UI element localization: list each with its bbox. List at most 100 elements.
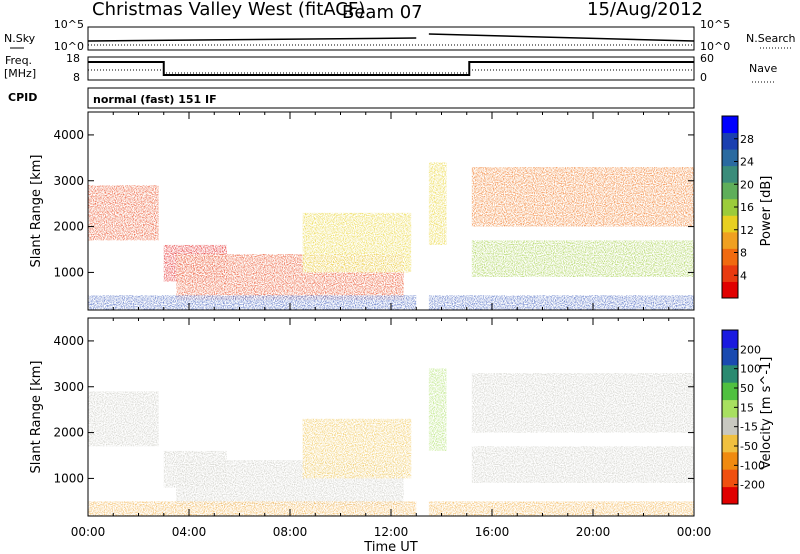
velocity-ylabel: Slant Range [km] — [29, 361, 44, 474]
velocity-colorbar-swatch — [722, 399, 738, 418]
freq-left-tick-bottom: 8 — [73, 71, 80, 84]
xtick-label: 12:00 — [374, 525, 409, 539]
power-colorbar-swatch — [722, 165, 738, 183]
velocity-colorbar-swatch — [722, 469, 738, 488]
nsky-label: N.Sky — [4, 32, 36, 45]
nsearch-label: N.Search — [746, 32, 796, 45]
power-colorbar-tick-label: 8 — [740, 247, 747, 260]
velocity-heatmap — [88, 318, 694, 516]
vel-ytick-label: 3000 — [53, 380, 84, 394]
velocity-colorbar-swatch — [722, 417, 738, 435]
power-colorbar-swatch — [722, 264, 738, 282]
noise-panel-frame — [87, 26, 695, 51]
vel-ytick-label: 1000 — [53, 471, 84, 485]
xtick-label: 00:00 — [677, 525, 712, 539]
velocity-colorbar-swatch — [722, 347, 738, 366]
power-ytick-label: 1000 — [53, 265, 84, 279]
power-colorbar-tick-label: 28 — [740, 133, 754, 146]
velocity-colorbar-tick-label: -15 — [740, 421, 758, 434]
power-colorbar-swatch — [722, 248, 738, 266]
velocity-colorbar-tick-label: 50 — [740, 382, 754, 395]
power-colorbar-tick-label: 4 — [740, 269, 747, 282]
cpid-value: normal (fast) 151 IF — [93, 93, 217, 106]
vel-ytick-label: 4000 — [53, 334, 84, 348]
power-colorbar-swatch — [722, 182, 738, 200]
nsky-line-segment — [428, 33, 695, 42]
power-axes: 4000 3000 2000 1000 — [53, 112, 695, 310]
power-echo-region — [426, 162, 447, 245]
frequency-series — [88, 61, 694, 76]
velocity-colorbar-swatch — [722, 364, 738, 383]
noise-left-tick-top: 10^5 — [54, 18, 84, 31]
velocity-colorbar-tick-label: 15 — [740, 401, 754, 414]
vel-ytick-label: 2000 — [53, 426, 84, 440]
xtick-label: 16:00 — [475, 525, 510, 539]
velocity-colorbar-swatch — [722, 382, 738, 401]
noise-series — [87, 33, 695, 46]
power-colorbar-tick-label: 12 — [740, 224, 754, 237]
power-echo-region — [471, 240, 694, 277]
freq-panel-frame — [87, 56, 695, 81]
nave-label: Nave — [749, 62, 777, 75]
power-colorbar-swatch — [722, 198, 738, 216]
nsky-line-segment — [87, 37, 417, 42]
velocity-colorbar-tick-label: 200 — [740, 343, 761, 356]
velocity-colorbar-tick-label: 100 — [740, 363, 761, 376]
velocity-colorbar-tick-label: -200 — [740, 479, 765, 492]
power-colorbar-tick-label: 16 — [740, 201, 754, 214]
vel-echo-region — [471, 446, 694, 483]
power-colorbar-label: Power [dB] — [759, 176, 774, 247]
freq-left-tick-top: 18 — [66, 52, 80, 65]
vel-echo-region — [471, 373, 694, 433]
power-echo-region — [88, 185, 159, 241]
velocity-colorbar-swatch — [722, 434, 738, 453]
power-near-range-echoes — [88, 295, 694, 310]
freq-right-tick-bottom: 0 — [700, 71, 707, 84]
vel-echo-region — [302, 418, 412, 479]
beam-title: Beam 07 — [342, 2, 423, 23]
cpid-label: CPID — [8, 91, 37, 104]
xtick-label: 08:00 — [273, 525, 308, 539]
freq-unit-label: [MHz] — [4, 67, 36, 80]
power-colorbar-swatch — [722, 149, 738, 167]
power-colorbar-tick-label: 20 — [740, 178, 754, 191]
power-colorbar-swatch — [722, 215, 738, 233]
velocity-axes: 4000 3000 2000 1000 — [53, 318, 695, 516]
power-colorbar-tick-label: 24 — [740, 156, 754, 169]
vel-echo-region — [88, 391, 159, 447]
cpid-panel-frame — [87, 87, 695, 109]
date-title: 15/Aug/2012 — [587, 0, 703, 20]
power-colorbar: 28 24 20 16 12 8 4 — [721, 115, 754, 299]
vel-echo-region — [426, 368, 447, 451]
power-ytick-label: 2000 — [53, 220, 84, 234]
velocity-colorbar: 200 100 50 15 -15 -50 -100 -200 — [721, 329, 765, 505]
power-data-gap — [416, 112, 429, 310]
velocity-colorbar-tick-label: -50 — [740, 440, 758, 453]
noise-right-tick-top: 10^5 — [700, 18, 730, 31]
noise-left-tick-bottom: 10^0 — [54, 40, 84, 53]
velocity-colorbar-swatch — [722, 486, 738, 505]
velocity-colorbar-frame — [721, 329, 739, 505]
power-ytick-label: 4000 — [53, 128, 84, 142]
velocity-colorbar-tick-label: -100 — [740, 459, 765, 472]
power-ylabel: Slant Range [km] — [29, 155, 44, 268]
xtick-label: 20:00 — [576, 525, 611, 539]
xtick-label: 00:00 — [71, 525, 106, 539]
power-echo-region — [302, 212, 412, 273]
frequency-line — [88, 61, 694, 76]
noise-right-tick-bottom: 10^0 — [700, 40, 730, 53]
power-colorbar-swatch — [722, 132, 738, 150]
vel-near-range-echoes — [88, 501, 694, 516]
power-ytick-label: 3000 — [53, 174, 84, 188]
power-colorbar-swatch — [722, 116, 738, 134]
power-heatmap — [88, 112, 694, 310]
nave-line — [88, 69, 694, 74]
power-colorbar-swatch — [722, 281, 738, 299]
time-axis: 00:00 04:00 08:00 12:00 16:00 20:00 00:00 — [71, 525, 712, 539]
xlabel: Time UT — [363, 540, 417, 554]
xtick-label: 04:00 — [172, 525, 207, 539]
velocity-colorbar-label: Velocity [m s^-1] — [759, 357, 774, 470]
power-colorbar-swatch — [722, 231, 738, 249]
freq-right-tick-top: 60 — [700, 52, 714, 65]
